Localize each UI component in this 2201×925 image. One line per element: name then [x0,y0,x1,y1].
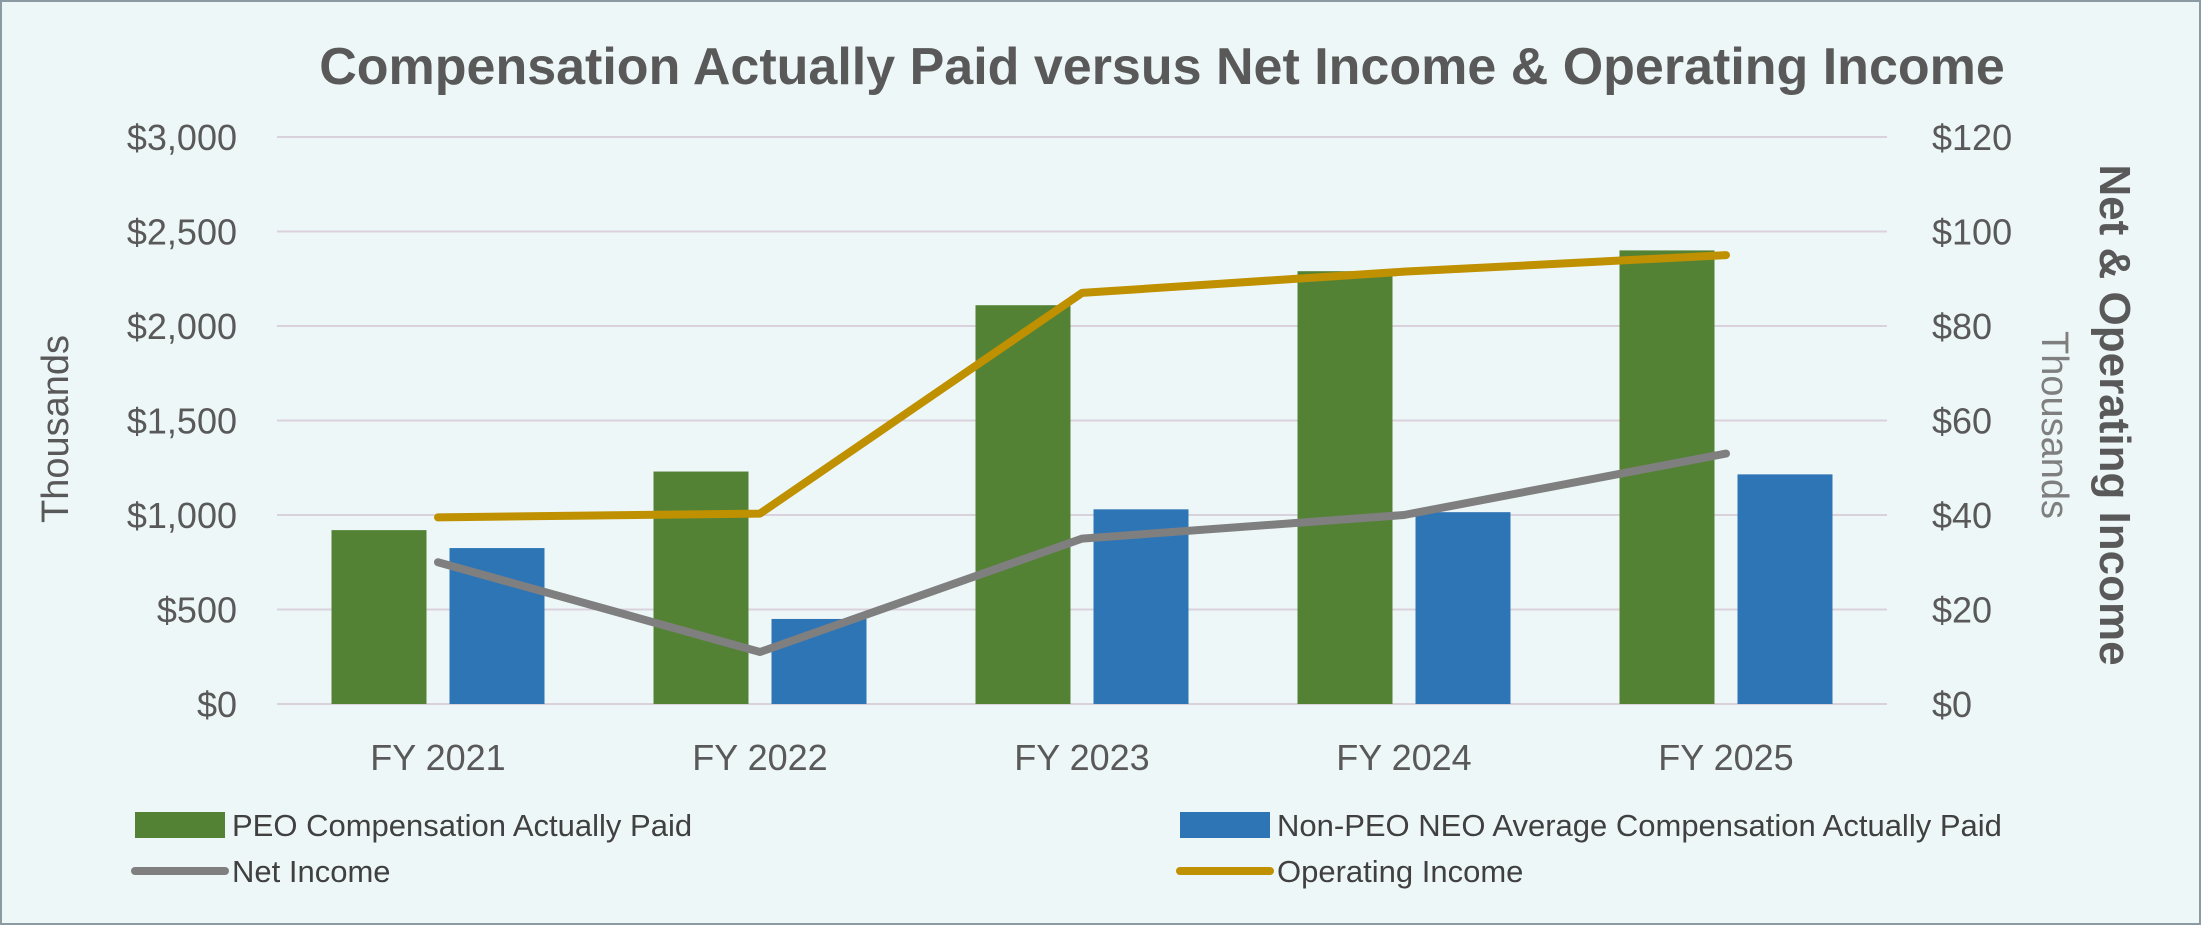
left-axis-title: Thousands [35,335,77,523]
bar-peo-0 [331,530,427,704]
right-tick-label: $120 [1932,117,2012,158]
right-axis-title: Net & Operating Income [2090,164,2139,665]
right-axis-subtitle: Thousands [2033,331,2075,519]
x-axis-ticks: FY 2021 FY 2022 FY 2023 FY 2024 FY 2025 [370,737,1793,778]
x-tick-label: FY 2021 [370,737,505,778]
right-tick-label: $100 [1932,212,2012,253]
bar-non-peo-4 [1737,474,1833,704]
x-tick-label: FY 2022 [692,737,827,778]
bar-non-peo-0 [449,548,545,704]
legend-swatch-peo [135,812,225,838]
right-tick-label: $40 [1932,495,1992,536]
bar-peo-1 [653,471,749,704]
bar-peo-3 [1297,271,1393,704]
left-tick-label: $3,000 [127,117,237,158]
left-tick-label: $2,500 [127,212,237,253]
left-axis-ticks: $0 $500 $1,000 $1,500 $2,000 $2,500 $3,000 [127,117,237,725]
bar-non-peo-3 [1415,512,1511,704]
bar-peo-2 [975,305,1071,704]
legend: PEO Compensation Actually Paid Non-PEO N… [131,808,2002,889]
x-tick-label: FY 2025 [1658,737,1793,778]
line-operating-income [434,251,1730,522]
chart-title: Compensation Actually Paid versus Net In… [319,38,2005,96]
right-tick-label: $20 [1932,590,1992,631]
legend-label-peo: PEO Compensation Actually Paid [232,808,692,843]
legend-label-operating-income: Operating Income [1277,854,1523,889]
legend-label-net-income: Net Income [232,854,391,889]
right-tick-label: $0 [1932,684,1972,725]
bar-non-peo-2 [1093,509,1189,704]
right-tick-label: $80 [1932,306,1992,347]
x-tick-label: FY 2024 [1336,737,1471,778]
legend-label-non-peo: Non-PEO NEO Average Compensation Actuall… [1277,808,2002,843]
left-tick-label: $1,000 [127,495,237,536]
line-net-income [434,449,1730,657]
left-tick-label: $2,000 [127,306,237,347]
lines [434,251,1730,657]
left-tick-label: $0 [197,684,237,725]
right-axis-ticks: $0 $20 $40 $60 $80 $100 $120 [1932,117,2012,725]
bar-peo-4 [1619,250,1715,704]
left-tick-label: $500 [157,590,237,631]
legend-swatch-non-peo [1180,812,1270,838]
left-tick-label: $1,500 [127,401,237,442]
x-tick-label: FY 2023 [1014,737,1149,778]
right-tick-label: $60 [1932,401,1992,442]
